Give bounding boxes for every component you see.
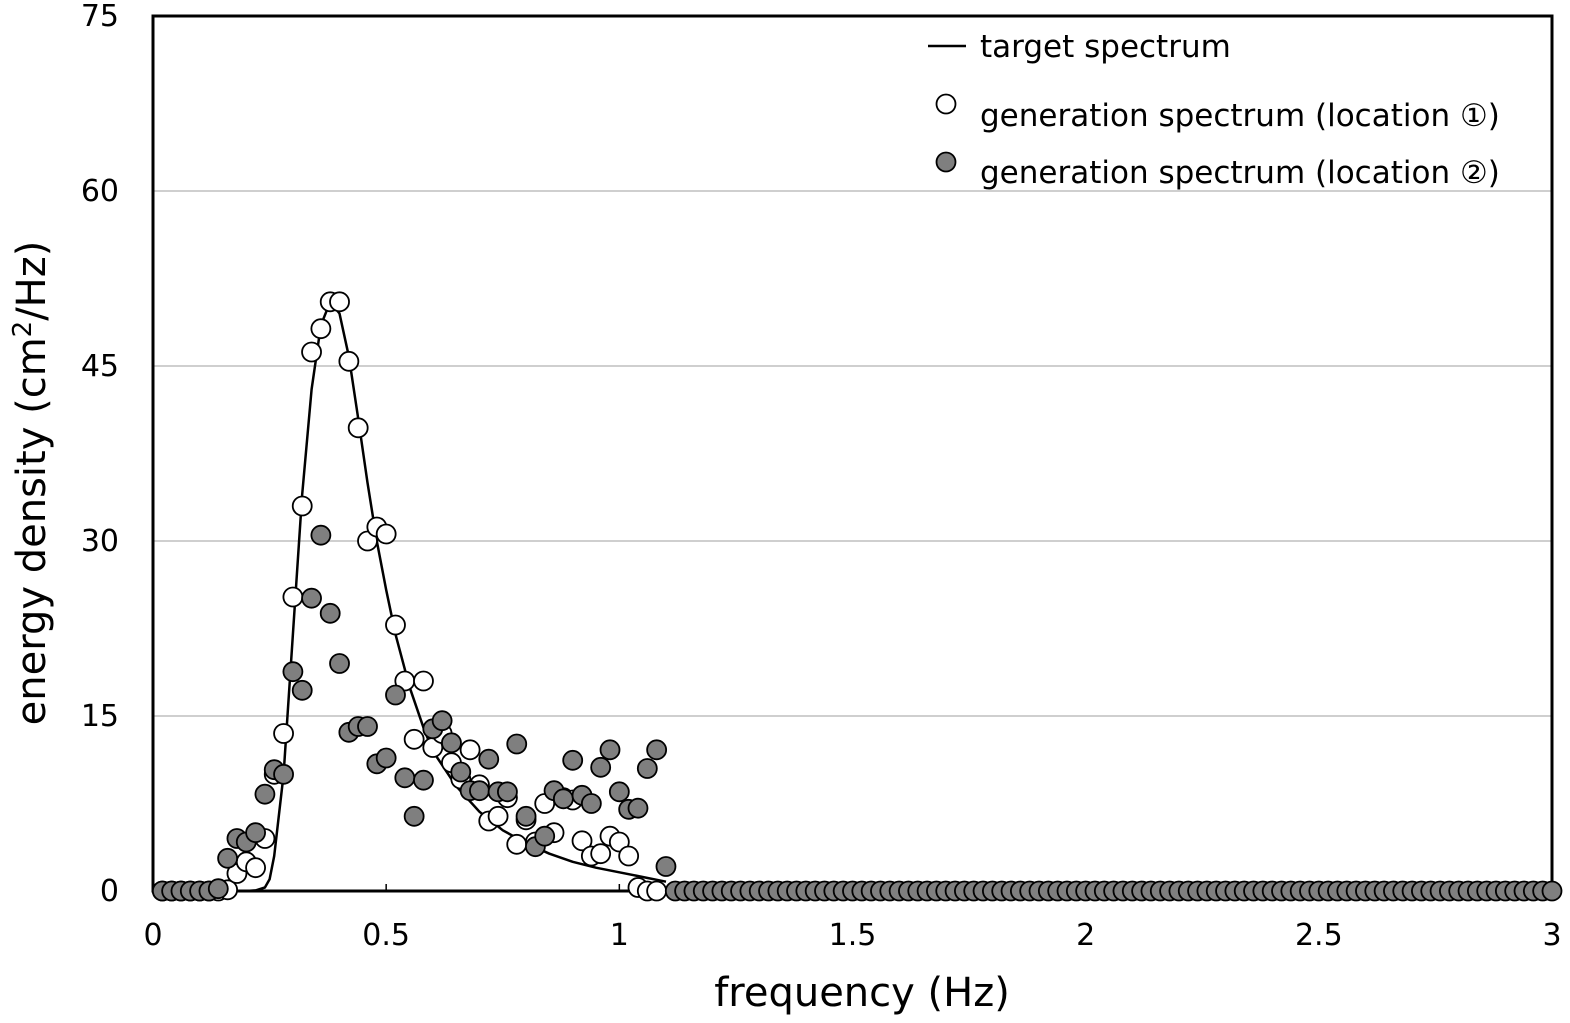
- location-2-point: [608, 781, 630, 803]
- location-1-point: [590, 843, 612, 865]
- y-axis-label-main: energy density (cm: [9, 337, 55, 725]
- legend-label-location-1: generation spectrum (location ①): [980, 98, 1500, 134]
- location-2-point: [291, 679, 313, 701]
- location-1-point: [413, 670, 434, 692]
- y-axis-ticks: 0 15 30 45 60 75: [81, 0, 119, 909]
- location-2-point: [375, 747, 397, 769]
- x-tick-label: 1.5: [829, 918, 877, 953]
- location-2-point: [413, 769, 434, 791]
- location-2-point: [273, 763, 294, 785]
- location-1-point: [338, 350, 360, 372]
- location-2-point: [282, 661, 304, 683]
- location-1-point: [347, 417, 369, 439]
- y-axis-label-superscript: 2: [8, 321, 38, 338]
- location-1-point: [329, 291, 350, 313]
- x-tick-label: 1: [610, 918, 629, 953]
- location-1-point: [245, 857, 266, 879]
- location-2-point: [357, 716, 378, 737]
- legend: target spectrum generation spectrum (loc…: [928, 29, 1500, 191]
- location-2-points-layer: [151, 524, 1563, 902]
- location-2-point: [552, 788, 574, 810]
- location-2-point: [207, 878, 229, 900]
- location-2-point: [310, 524, 332, 546]
- x-axis-label: frequency (Hz): [714, 970, 1010, 1016]
- location-2-point: [301, 587, 322, 609]
- location-1-point: [646, 880, 668, 902]
- y-axis-label: energy density (cm2/Hz): [8, 241, 55, 726]
- location-2-point: [394, 767, 416, 789]
- location-2-point: [515, 805, 537, 827]
- location-2-point: [403, 805, 425, 827]
- legend-label-location-2: generation spectrum (location ②): [980, 155, 1500, 191]
- location-2-point: [385, 684, 406, 706]
- legend-open-circle-symbol: [935, 93, 957, 115]
- location-2-point: [599, 739, 621, 761]
- y-tick-label: 75: [81, 0, 119, 34]
- y-axis-label-tail: /Hz): [9, 241, 55, 321]
- location-1-point: [385, 614, 406, 636]
- legend-label-target: target spectrum: [980, 29, 1231, 65]
- x-tick-label: 0: [143, 918, 162, 953]
- location-2-point: [636, 758, 658, 779]
- location-1-point: [291, 495, 313, 517]
- location-1-point: [301, 341, 322, 363]
- location-2-point: [497, 781, 518, 803]
- location-1-point: [487, 805, 509, 827]
- location-2-point: [646, 739, 668, 761]
- location-1-point: [282, 586, 304, 608]
- x-tick-label: 0.5: [362, 918, 410, 953]
- location-2-point: [450, 761, 472, 783]
- location-2-point: [534, 825, 556, 847]
- location-2-point: [478, 748, 500, 770]
- location-1-point: [310, 318, 332, 340]
- location-2-point: [329, 653, 350, 674]
- location-2-point: [590, 756, 612, 778]
- location-1-point: [459, 739, 481, 761]
- location-1-point: [571, 830, 593, 852]
- location-2-point: [217, 847, 239, 869]
- location-2-point: [562, 749, 584, 771]
- x-tick-label: 3: [1542, 918, 1561, 953]
- x-tick-label: 2.5: [1295, 918, 1343, 953]
- legend-filled-circle-symbol: [935, 151, 957, 173]
- x-tick-label: 2: [1076, 918, 1095, 953]
- location-2-point: [319, 602, 341, 624]
- y-tick-label: 45: [81, 349, 119, 384]
- location-1-point: [375, 523, 397, 545]
- location-1-point: [403, 728, 425, 750]
- location-1-point: [618, 845, 640, 867]
- location-2-point: [627, 797, 649, 819]
- location-2-point: [441, 732, 462, 754]
- location-2-point: [1541, 880, 1563, 902]
- y-tick-label: 60: [81, 174, 119, 209]
- location-2-point: [580, 793, 602, 814]
- location-2-point: [245, 822, 266, 844]
- location-2-point: [655, 856, 677, 877]
- y-tick-label: 15: [81, 699, 119, 734]
- y-tick-label: 30: [81, 524, 119, 559]
- location-2-point: [506, 733, 528, 755]
- location-2-point: [254, 783, 276, 805]
- location-2-point: [469, 780, 490, 802]
- location-2-point: [431, 710, 453, 732]
- location-1-point: [273, 723, 294, 744]
- x-axis-ticks: 0 0.5 1 1.5 2 2.5 3: [143, 884, 1562, 953]
- location-1-point: [506, 833, 528, 855]
- y-tick-label: 0: [100, 874, 119, 909]
